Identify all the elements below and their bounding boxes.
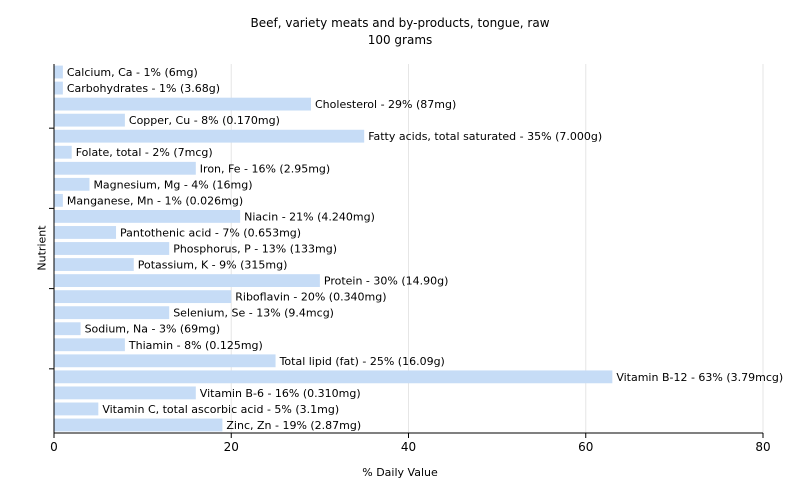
data-label: Vitamin B-12 - 63% (3.79mcg): [616, 371, 783, 384]
bar: [54, 258, 134, 271]
bar: [54, 209, 241, 223]
bar: [54, 113, 125, 127]
data-label: Calcium, Ca - 1% (6mg): [67, 66, 198, 79]
bar: [54, 322, 81, 336]
bar: [54, 242, 170, 255]
x-tick-label: 60: [578, 440, 593, 454]
bar: [54, 97, 312, 111]
bar: [54, 354, 276, 368]
bar: [54, 370, 613, 384]
data-label: Cholesterol - 29% (87mg): [315, 98, 456, 111]
bar: [54, 386, 196, 400]
data-label: Copper, Cu - 8% (0.170mg): [129, 114, 280, 127]
data-label: Selenium, Se - 13% (9.4mcg): [173, 307, 334, 320]
data-label: Sodium, Na - 3% (69mg): [85, 323, 221, 336]
data-label: Phosphorus, P - 13% (133mg): [173, 243, 337, 256]
bar: [54, 290, 232, 304]
data-label: Carbohydrates - 1% (3.68g): [67, 82, 220, 95]
data-label: Potassium, K - 9% (315mg): [138, 259, 288, 272]
x-tick-label: 20: [224, 440, 239, 454]
data-label: Total lipid (fat) - 25% (16.09g): [279, 355, 445, 368]
bar: [54, 226, 117, 239]
bar: [54, 161, 196, 175]
x-tick-label: 0: [50, 440, 58, 454]
bar: [54, 193, 63, 207]
data-label: Thiamin - 8% (0.125mg): [128, 339, 263, 352]
data-label: Protein - 30% (14.90g): [324, 275, 449, 288]
data-label: Manganese, Mn - 1% (0.026mg): [67, 194, 243, 207]
data-label: Niacin - 21% (4.240mg): [244, 210, 375, 223]
data-label: Vitamin C, total ascorbic acid - 5% (3.1…: [102, 403, 339, 416]
bar: [54, 338, 125, 352]
data-label: Riboflavin - 20% (0.340mg): [235, 291, 386, 304]
bar: [54, 129, 365, 143]
data-label: Folate, total - 2% (7mcg): [76, 146, 213, 159]
chart-subtitle: 100 grams: [367, 33, 433, 47]
bar: [54, 274, 320, 288]
data-label: Iron, Fe - 16% (2.95mg): [200, 162, 330, 175]
bar: [54, 306, 170, 320]
bar: [54, 145, 72, 159]
x-tick-label: 40: [401, 440, 416, 454]
bar: [54, 402, 99, 416]
bar: [54, 418, 223, 432]
bar: [54, 177, 90, 191]
data-label: Magnesium, Mg - 4% (16mg): [93, 178, 252, 191]
bar: [54, 81, 63, 95]
x-tick-label: 80: [755, 440, 770, 454]
x-axis-label: % Daily Value: [362, 466, 438, 479]
bar: [54, 65, 63, 79]
data-label: Fatty acids, total saturated - 35% (7.00…: [368, 130, 602, 143]
y-axis-label: Nutrient: [35, 225, 49, 271]
data-label: Pantothenic acid - 7% (0.653mg): [120, 226, 301, 239]
chart-title: Beef, variety meats and by-products, ton…: [250, 16, 550, 30]
data-label: Zinc, Zn - 19% (2.87mg): [226, 419, 361, 432]
data-label: Vitamin B-6 - 16% (0.310mg): [200, 387, 361, 400]
